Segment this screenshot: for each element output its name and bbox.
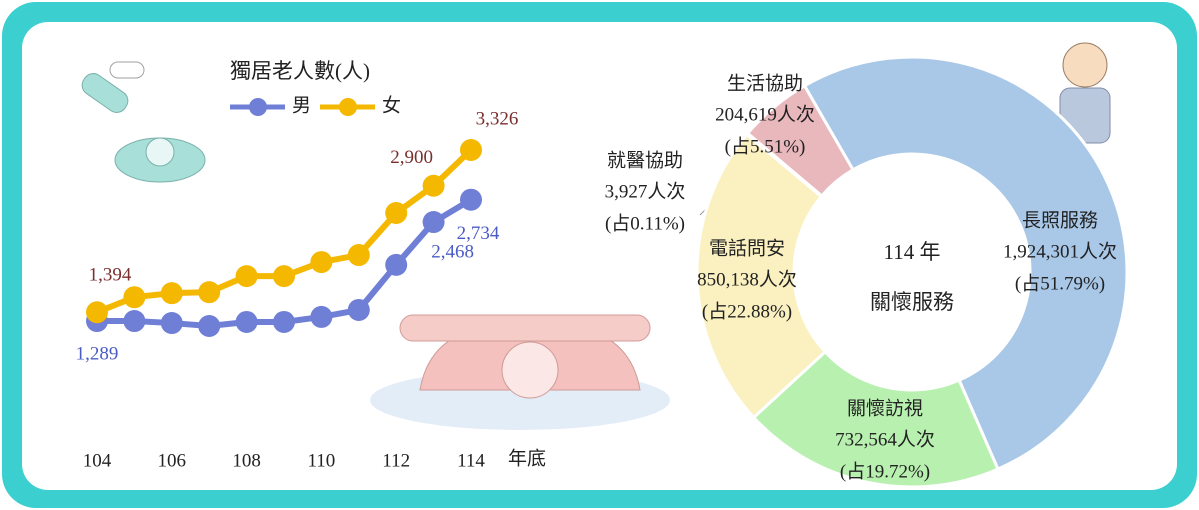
segment-name: 長照服務: [1022, 209, 1098, 231]
data-label: 3,326: [476, 108, 519, 129]
data-point: [198, 315, 221, 337]
data-point: [347, 298, 370, 321]
donut-segment: [802, 55, 1129, 472]
data-point: [385, 201, 408, 224]
data-point: [460, 188, 482, 211]
data-point: [310, 251, 333, 274]
segment-percent: (占19.72%): [840, 460, 930, 482]
x-axis-label: 年底: [508, 447, 546, 469]
segment-name: 關懷訪視: [847, 397, 923, 419]
data-label: 2,900: [390, 147, 433, 168]
center-title: 114 年: [884, 240, 941, 264]
data-point: [422, 174, 445, 197]
center-title: 關懷服務: [870, 290, 954, 314]
segment-value: 204,619人次: [715, 103, 815, 125]
data-label: 2,734: [457, 223, 500, 244]
data-label: 1,289: [76, 343, 119, 364]
data-label: 1,394: [89, 265, 132, 286]
segment-value: 1,924,301人次: [1003, 240, 1117, 262]
segment-value: 732,564人次: [835, 428, 935, 450]
data-point: [347, 244, 370, 267]
data-point: [273, 265, 295, 288]
segment-value: 3,927人次: [605, 180, 686, 202]
data-point: [123, 286, 146, 309]
x-tick-label: 108: [232, 450, 261, 471]
legend-marker: [339, 98, 357, 116]
data-point: [235, 265, 258, 288]
x-tick-label: 110: [308, 450, 336, 471]
x-tick-label: 104: [83, 450, 112, 471]
data-point: [123, 310, 146, 333]
data-point: [273, 310, 295, 333]
data-label: 2,468: [431, 241, 474, 262]
legend-label: 女: [382, 94, 401, 116]
x-tick-label: 114: [457, 450, 485, 471]
donut-segment: [751, 349, 1000, 489]
x-tick-label: 106: [158, 450, 187, 471]
data-point: [310, 305, 333, 328]
legend-label: 男: [292, 95, 311, 116]
segment-percent: (占51.79%): [1015, 272, 1105, 294]
data-point: [385, 253, 408, 276]
segment-percent: (占5.51%): [725, 135, 806, 157]
segment-name: 就醫協助: [607, 149, 683, 171]
segment-value: 850,138人次: [697, 268, 797, 290]
segment-name: 生活協助: [727, 72, 803, 94]
data-point: [160, 312, 183, 335]
segment-percent: (占0.11%): [605, 212, 685, 234]
data-point: [460, 139, 482, 161]
donut-segment: [745, 83, 856, 198]
data-point: [86, 301, 108, 324]
donut-segment: [695, 132, 828, 420]
segment-percent: (占22.88%): [702, 300, 792, 322]
pink-phone-illustration: [370, 314, 670, 430]
chart-title: 獨居老人數(人): [230, 59, 370, 83]
data-point: [422, 211, 445, 234]
legend-marker: [249, 98, 267, 116]
x-tick-label: 112: [382, 450, 410, 471]
phone-illustration: [81, 61, 206, 183]
segment-name: 電話問安: [709, 237, 785, 259]
data-point: [235, 310, 258, 333]
data-point: [198, 281, 221, 304]
data-point: [160, 282, 183, 305]
